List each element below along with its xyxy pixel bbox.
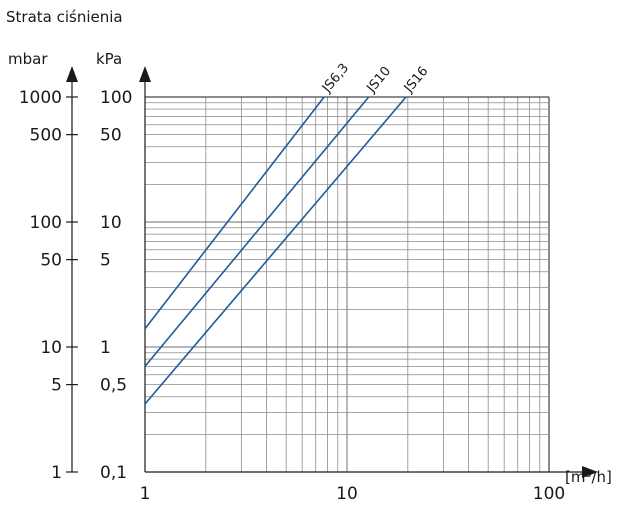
series-label: JS10 xyxy=(364,64,395,96)
x-tick-label: 1 xyxy=(140,484,151,504)
series-label: JS16 xyxy=(401,64,432,96)
y-tick-label-kpa: 1 xyxy=(100,338,111,358)
y-tick-label-mbar: 500 xyxy=(30,126,62,146)
x-tick-label: 100 xyxy=(533,484,565,504)
y-axis-kpa-arrow xyxy=(139,66,151,82)
y-tick-label-kpa: 5 xyxy=(100,251,111,271)
y-unit-mbar: mbar xyxy=(8,50,48,68)
y-tick-label-kpa: 0,1 xyxy=(100,463,127,483)
y-tick-label-mbar: 50 xyxy=(40,251,62,271)
y-tick-label-mbar: 100 xyxy=(30,213,62,233)
series-line xyxy=(144,96,407,405)
y-unit-kpa: kPa xyxy=(96,50,122,68)
x-tick-label: 10 xyxy=(336,484,358,504)
series-line xyxy=(144,96,325,330)
grid xyxy=(145,96,550,472)
y-axis-mbar-arrow xyxy=(66,66,78,82)
y-tick-label-mbar: 1000 xyxy=(19,88,62,108)
series-line xyxy=(144,96,370,367)
axes xyxy=(66,66,598,478)
y-tick-label-kpa: 10 xyxy=(100,213,122,233)
y-tick-label-mbar: 10 xyxy=(40,338,62,358)
y-tick-label-kpa: 0,5 xyxy=(100,376,127,396)
y-tick-label-mbar: 1 xyxy=(51,463,62,483)
series-label: JS6,3 xyxy=(319,61,352,97)
y-tick-label-kpa: 50 xyxy=(100,126,122,146)
y-tick-label-kpa: 100 xyxy=(100,88,132,108)
y-tick-label-mbar: 5 xyxy=(51,376,62,396)
x-axis-arrow xyxy=(582,466,598,478)
chart-title: Strata ciśnienia xyxy=(6,8,123,26)
